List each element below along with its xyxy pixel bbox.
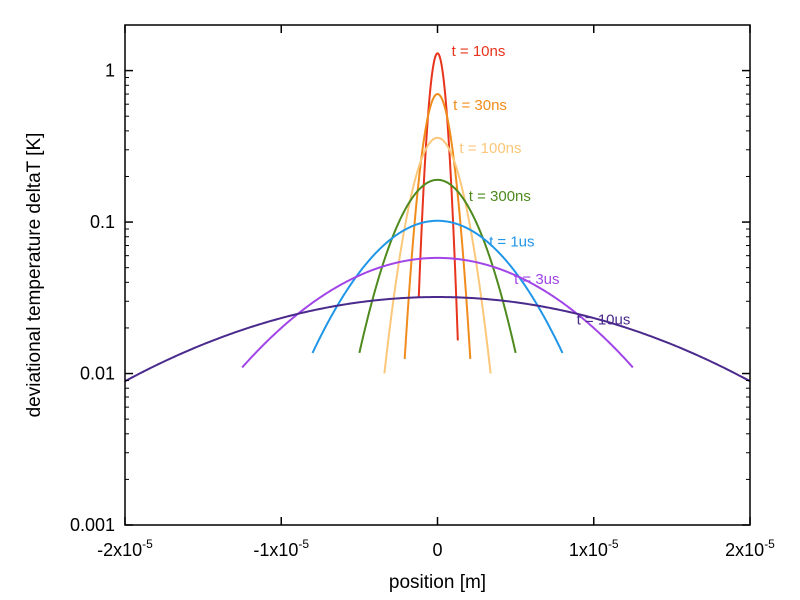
y-tick-label-1: 0.01: [80, 364, 115, 384]
series-label-4: t = 1us: [489, 233, 534, 250]
series-line-3: [358, 178, 517, 354]
y-tick-label-0: 0.001: [70, 515, 115, 535]
series-label-3: t = 300ns: [469, 188, 531, 205]
plot-frame: [124, 24, 751, 526]
y-axis-title: deviational temperature deltaT [K]: [24, 133, 45, 418]
series-line-1: [403, 93, 472, 360]
series-line-6: [124, 296, 751, 383]
y-tick-label-3: 1: [105, 61, 115, 81]
x-axis-title: position [m]: [389, 572, 486, 593]
series-label-2: t = 100ns: [459, 140, 521, 157]
series-line-2: [383, 136, 492, 374]
series-layer: [124, 52, 751, 383]
series-label-layer: t = 10ns t = 30ns t = 100ns t = 300ns t = 1u…: [452, 43, 631, 329]
x-tick-label-2: 0: [432, 540, 442, 560]
series-line-4: [311, 219, 564, 354]
x-tick-label-4: 2x10-5: [725, 537, 775, 560]
series-label-1: t = 30ns: [453, 97, 507, 114]
series-line-5: [241, 256, 634, 369]
series-label-6: t = 10us: [577, 312, 631, 329]
series-label-5: t = 3us: [514, 271, 559, 288]
series-label-0: t = 10ns: [452, 43, 506, 60]
y-tick-label-2: 0.1: [90, 212, 115, 232]
tick-layer: -2x10-5 -1x10-5 0 1x10-5 2x10-5 0.001 0.01 0.1 1: [70, 25, 775, 560]
x-tick-label-3: 1x10-5: [569, 537, 619, 560]
x-tick-label-0: -2x10-5: [97, 537, 153, 560]
x-tick-label-1: -1x10-5: [253, 537, 309, 560]
